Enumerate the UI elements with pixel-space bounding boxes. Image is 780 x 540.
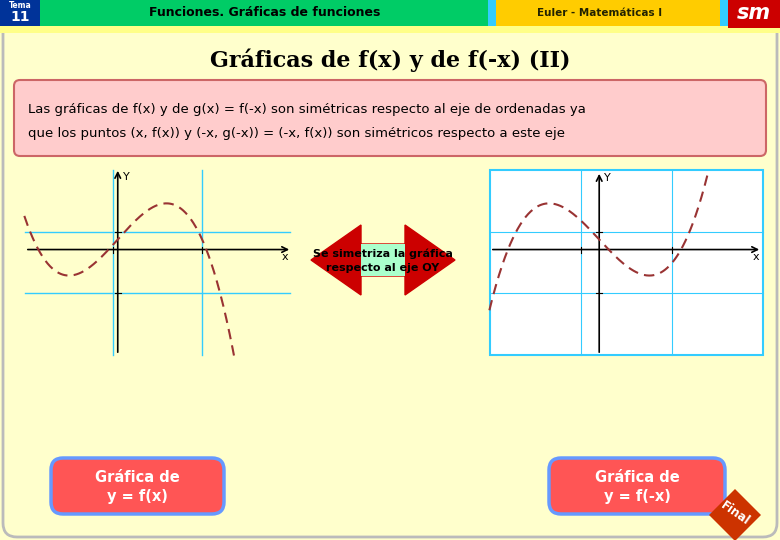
FancyBboxPatch shape [3,3,777,537]
FancyBboxPatch shape [549,458,725,514]
Bar [0,0,8,26]
Bar [488,0,496,26]
Text: Euler - Matemáticas I: Euler - Matemáticas I [537,8,662,18]
Text: Y: Y [122,172,129,182]
Text: respecto al eje OY: respecto al eje OY [326,263,440,273]
Text: Gráficas de f(x) y de f(-x) (II): Gráficas de f(x) y de f(-x) (II) [210,48,570,72]
Text: x: x [282,252,288,261]
Text: Gráfica de: Gráfica de [94,470,179,485]
Text: x: x [753,252,759,261]
Bar [0,0,492,26]
Bar [0,26,780,33]
Text: 11: 11 [10,10,30,24]
Bar [0,0,40,26]
Text: y = f(-x): y = f(-x) [604,489,671,503]
Bar [496,0,720,26]
Bar [728,0,780,28]
Text: Funciones. Gráficas de funciones: Funciones. Gráficas de funciones [149,6,381,19]
Text: Tema: Tema [9,2,31,10]
Bar [720,0,728,26]
Text: Gráfica de: Gráfica de [594,470,679,485]
Polygon shape [311,225,455,295]
Polygon shape [709,489,761,540]
FancyBboxPatch shape [14,80,766,156]
Text: y = f(x): y = f(x) [107,489,168,503]
Text: que los puntos (x, f(x)) y (-x, g(-x)) = (-x, f(x)) son simétricos respecto a es: que los puntos (x, f(x)) y (-x, g(-x)) =… [28,126,565,139]
FancyBboxPatch shape [51,458,224,514]
Text: Las gráficas de f(x) y de g(x) = f(-x) son simétricas respecto al eje de ordenad: Las gráficas de f(x) y de g(x) = f(-x) s… [28,104,586,117]
Text: sm: sm [737,3,771,23]
Text: Y: Y [604,173,611,183]
Text: Final: Final [718,498,752,528]
Text: Se simetriza la gráfica: Se simetriza la gráfica [313,249,453,259]
Bar [490,170,763,355]
Bar [361,244,405,276]
